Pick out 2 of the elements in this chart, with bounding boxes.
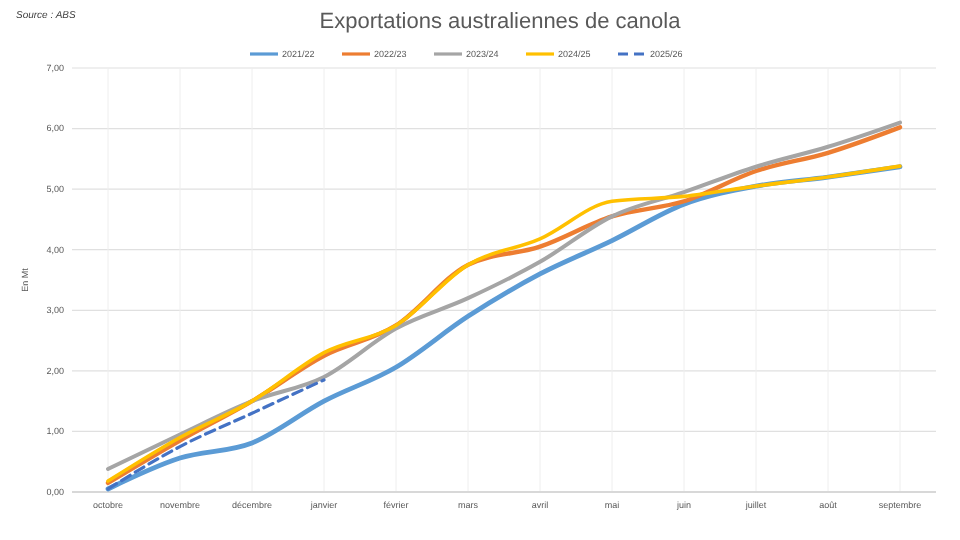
chart-title: Exportations australiennes de canola: [319, 10, 683, 34]
line-series: [106, 378, 326, 491]
